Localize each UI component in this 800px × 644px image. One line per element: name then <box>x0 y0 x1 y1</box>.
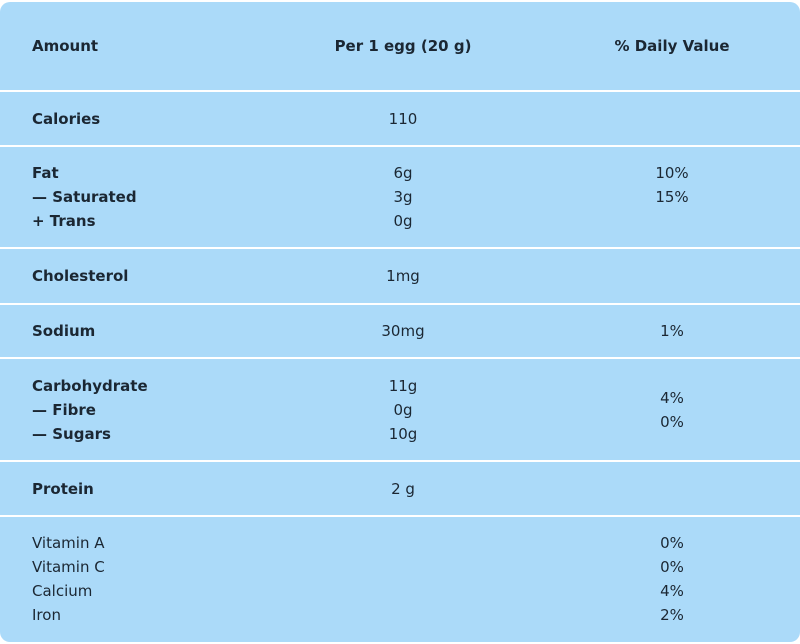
amount-cell: 110 <box>272 91 534 147</box>
daily-cell: 0% 0% 4% 2% <box>534 516 800 640</box>
daily-cell: 4% 0% <box>534 358 800 462</box>
label-cell: Carbohydrate — Fibre — Sugars <box>0 358 272 462</box>
daily-text: 1% <box>660 322 684 340</box>
daily-text: 4% <box>660 581 684 600</box>
amount-cell: 6g 3g 0g <box>272 146 534 249</box>
label-text: — Fibre <box>32 400 96 419</box>
label-text: Carbohydrate <box>32 376 148 395</box>
daily-text: 10% <box>655 164 689 182</box>
label-text: Cholesterol <box>32 267 129 285</box>
amount-cell: 30mg <box>272 304 534 359</box>
label-text: Sodium <box>32 322 96 340</box>
label-text: — Saturated <box>32 188 137 206</box>
daily-cell <box>534 248 800 305</box>
label-text: Iron <box>32 605 61 624</box>
label-text: Vitamin C <box>32 557 105 576</box>
header-cell: Per 1 egg (20 g) <box>272 2 534 92</box>
amount-text: 6g <box>393 164 413 182</box>
daily-text: 0% <box>660 412 684 431</box>
header-cell: Amount <box>0 2 272 92</box>
amount-text: 3g <box>393 188 413 206</box>
header-row: Amount Per 1 egg (20 g)% Daily Value <box>0 2 800 92</box>
amount-cell: 2 g <box>272 461 534 517</box>
daily-text: 4% <box>660 388 684 407</box>
nutrient-row: Calories 110 <box>0 91 800 147</box>
amount-text: 110 <box>388 109 418 128</box>
label-text: Protein <box>32 479 94 498</box>
daily-text: 0% <box>660 557 684 576</box>
label-text: — Sugars <box>32 424 111 443</box>
label-cell: Cholesterol <box>0 248 272 305</box>
label-cell: Calories <box>0 91 272 147</box>
label-text: Fat <box>32 164 59 182</box>
daily-text: 15% <box>655 188 689 206</box>
amount-cell <box>272 516 534 640</box>
daily-text: 0% <box>660 533 684 552</box>
amount-text: 1mg <box>386 267 420 285</box>
amount-text: 0g <box>393 212 413 230</box>
amount-text: 0g <box>393 400 413 419</box>
label-text: Vitamin A <box>32 533 105 552</box>
amount-text: 11g <box>388 376 418 395</box>
label-cell: Protein <box>0 461 272 517</box>
amount-text: 2 g <box>391 479 415 498</box>
label-text: + Trans <box>32 212 96 230</box>
daily-cell <box>534 91 800 147</box>
daily-text: 2% <box>660 605 684 624</box>
label-text: Calories <box>32 109 101 128</box>
amount-text: 10g <box>388 424 418 443</box>
table-body: Calories 110 Fat — Saturated + Trans 6g 3g 0g 10… <box>0 91 800 640</box>
amount-cell: 11g 0g 10g <box>272 358 534 462</box>
label-cell: Sodium <box>0 304 272 359</box>
daily-cell: 10% 15% <box>534 146 800 249</box>
label-text: Calcium <box>32 581 93 600</box>
daily-cell: 1% <box>534 304 800 359</box>
nutrient-row: Fat — Saturated + Trans 6g 3g 0g 10% 15% <box>0 146 800 249</box>
nutrient-row: Carbohydrate — Fibre — Sugars 11g 0g 10g 4% 0% <box>0 358 800 462</box>
daily-cell <box>534 461 800 517</box>
label-cell: Fat — Saturated + Trans <box>0 146 272 249</box>
label-cell: Vitamin A Vitamin C Calcium Iron <box>0 516 272 640</box>
amount-cell: 1mg <box>272 248 534 305</box>
nutrient-row: Sodium 30mg 1% <box>0 304 800 359</box>
header-cell: % Daily Value <box>534 2 800 92</box>
amount-text: 30mg <box>381 322 425 340</box>
nutrient-row: Vitamin A Vitamin C Calcium Iron 0% 0% 4% 2% <box>0 516 800 640</box>
nutrient-row: Protein 2 g <box>0 461 800 517</box>
nutrient-row: Cholesterol 1mg <box>0 248 800 305</box>
